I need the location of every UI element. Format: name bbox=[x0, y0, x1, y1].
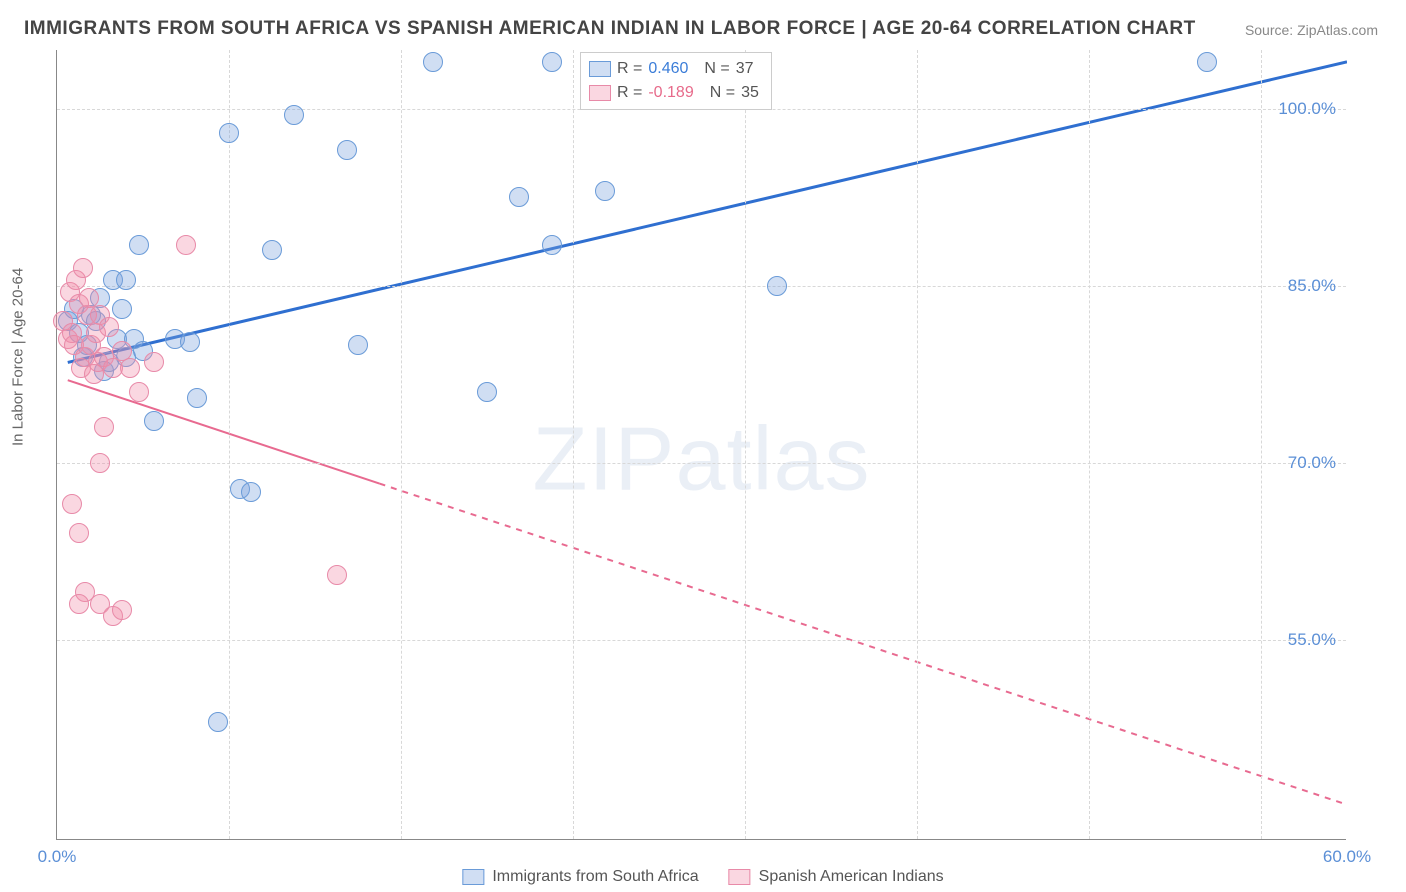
r-value-pink: -0.189 bbox=[648, 81, 693, 105]
data-point bbox=[241, 482, 261, 502]
data-point bbox=[423, 52, 443, 72]
data-point bbox=[187, 388, 207, 408]
series-name-blue: Immigrants from South Africa bbox=[492, 868, 698, 886]
n-value-blue: 37 bbox=[736, 57, 754, 81]
y-tick-label: 55.0% bbox=[1288, 630, 1336, 650]
grid-line-v bbox=[745, 50, 746, 839]
data-point bbox=[99, 317, 119, 337]
legend-swatch-pink-bottom bbox=[729, 869, 751, 885]
data-point bbox=[144, 411, 164, 431]
r-label: R = bbox=[617, 81, 642, 105]
data-point bbox=[69, 523, 89, 543]
grid-line-v bbox=[917, 50, 918, 839]
legend-item-pink: Spanish American Indians bbox=[729, 868, 944, 886]
source-label: Source: ZipAtlas.com bbox=[1245, 22, 1378, 38]
data-point bbox=[112, 600, 132, 620]
y-axis-title: In Labor Force | Age 20-64 bbox=[10, 268, 27, 446]
grid-line-v bbox=[1261, 50, 1262, 839]
grid-line-v bbox=[1089, 50, 1090, 839]
chart-title: IMMIGRANTS FROM SOUTH AFRICA VS SPANISH … bbox=[24, 18, 1196, 40]
watermark-zip: ZIP bbox=[532, 410, 675, 510]
legend-row-blue: R = 0.460 N = 37 bbox=[589, 57, 759, 81]
data-point bbox=[542, 52, 562, 72]
y-tick-label: 85.0% bbox=[1288, 276, 1336, 296]
series-name-pink: Spanish American Indians bbox=[759, 868, 944, 886]
data-point bbox=[176, 235, 196, 255]
data-point bbox=[129, 382, 149, 402]
legend-row-pink: R = -0.189 N = 35 bbox=[589, 81, 759, 105]
data-point bbox=[284, 105, 304, 125]
data-point bbox=[327, 565, 347, 585]
data-point bbox=[73, 258, 93, 278]
data-point bbox=[116, 270, 136, 290]
data-point bbox=[337, 140, 357, 160]
n-label: N = bbox=[704, 57, 729, 81]
data-point bbox=[509, 187, 529, 207]
series-legend: Immigrants from South Africa Spanish Ame… bbox=[462, 868, 943, 886]
legend-swatch-blue-bottom bbox=[462, 869, 484, 885]
grid-line-h bbox=[57, 286, 1346, 287]
n-label: N = bbox=[710, 81, 735, 105]
x-tick-label: 0.0% bbox=[38, 847, 77, 867]
data-point bbox=[348, 335, 368, 355]
watermark: ZIPatlas bbox=[532, 409, 870, 512]
data-point bbox=[595, 181, 615, 201]
legend-swatch-blue bbox=[589, 61, 611, 77]
plot-area: ZIPatlas 55.0%70.0%85.0%100.0%0.0%60.0% bbox=[56, 50, 1346, 840]
y-tick-label: 100.0% bbox=[1278, 99, 1336, 119]
data-point bbox=[262, 240, 282, 260]
legend-swatch-pink bbox=[589, 85, 611, 101]
data-point bbox=[69, 594, 89, 614]
correlation-legend: R = 0.460 N = 37 R = -0.189 N = 35 bbox=[580, 52, 772, 110]
grid-line-v bbox=[229, 50, 230, 839]
data-point bbox=[180, 332, 200, 352]
data-point bbox=[767, 276, 787, 296]
grid-line-h bbox=[57, 463, 1346, 464]
r-value-blue: 0.460 bbox=[648, 57, 688, 81]
r-label: R = bbox=[617, 57, 642, 81]
grid-line-v bbox=[401, 50, 402, 839]
data-point bbox=[477, 382, 497, 402]
data-point bbox=[79, 288, 99, 308]
data-point bbox=[90, 453, 110, 473]
grid-line-h bbox=[57, 640, 1346, 641]
y-tick-label: 70.0% bbox=[1288, 453, 1336, 473]
legend-item-blue: Immigrants from South Africa bbox=[462, 868, 698, 886]
grid-line-v bbox=[573, 50, 574, 839]
data-point bbox=[208, 712, 228, 732]
data-point bbox=[219, 123, 239, 143]
x-tick-label: 60.0% bbox=[1323, 847, 1371, 867]
data-point bbox=[542, 235, 562, 255]
trend-lines bbox=[57, 50, 1347, 840]
data-point bbox=[112, 299, 132, 319]
data-point bbox=[1197, 52, 1217, 72]
data-point bbox=[62, 494, 82, 514]
data-point bbox=[129, 235, 149, 255]
data-point bbox=[144, 352, 164, 372]
n-value-pink: 35 bbox=[741, 81, 759, 105]
data-point bbox=[120, 358, 140, 378]
data-point bbox=[94, 417, 114, 437]
watermark-atlas: atlas bbox=[675, 410, 870, 510]
